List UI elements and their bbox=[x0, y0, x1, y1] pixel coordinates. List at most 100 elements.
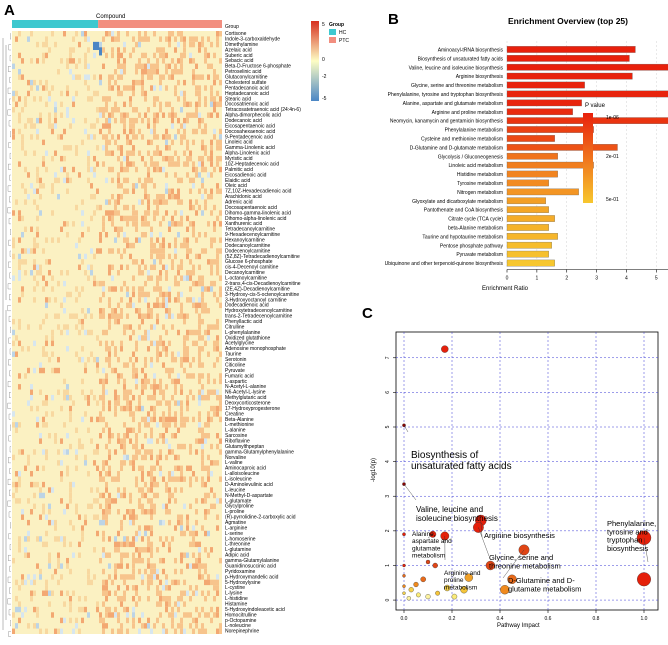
metabolite-label: L-arginine bbox=[225, 525, 247, 531]
impact-x-tick: 0.2 bbox=[449, 616, 456, 622]
metabolite-label: 2-trans,4-cis-Decadienoylcarnitine bbox=[225, 281, 301, 287]
metabolite-label: Homocitrulline bbox=[225, 612, 257, 618]
pathway-label: Pantothenate and CoA biosynthesis bbox=[424, 208, 504, 214]
impact-point bbox=[408, 587, 414, 593]
metabolite-label: trans-2-Tetradecenoylcarnitine bbox=[225, 314, 292, 320]
impact-axes: 0.0 0.2 0.4 0.6 0.8 1.0 0 1 2 3 4 5 6 7 bbox=[385, 356, 648, 622]
impact-y-tick: 2 bbox=[385, 529, 391, 532]
group-legend-swatch-hc bbox=[329, 29, 336, 35]
metabolite-label: Dimethylamine bbox=[225, 42, 258, 48]
impact-x-label: Pathway Impact bbox=[497, 623, 540, 629]
metabolite-label: Sarcosine bbox=[225, 433, 247, 439]
metabolite-label: Eicosapentaenoic acid bbox=[225, 123, 275, 129]
metabolite-label: Guanidinosuccinic acid bbox=[225, 563, 276, 569]
metabolite-label: L-octanoylcarnitine bbox=[225, 276, 267, 282]
impact-annotation: D-Glutamine and D-glutamate metabolism bbox=[508, 576, 581, 593]
metabolite-label: p-Hydroxymandelic acid bbox=[225, 574, 279, 580]
metabolite-label: Linoleic acid bbox=[225, 140, 253, 146]
impact-point bbox=[432, 562, 438, 569]
pathway-label: Pyruvate metabolism bbox=[456, 252, 503, 258]
metabolite-label: Citicoline bbox=[225, 362, 246, 368]
metabolite-label: L-lysine bbox=[225, 591, 242, 597]
impact-point bbox=[420, 576, 426, 583]
metabolite-label: Myristic acid bbox=[225, 156, 253, 162]
metabolite-label: L-serine bbox=[225, 531, 243, 537]
impact-plot-frame bbox=[395, 331, 659, 611]
metabolite-label: L-isoleucine bbox=[225, 477, 252, 483]
enrichment-bar bbox=[506, 126, 594, 133]
metabolite-label: Dodecenoylcarnitine bbox=[225, 248, 271, 254]
pathway-label: Pentose phosphate pathway bbox=[440, 243, 504, 249]
metabolite-label: 3-Hydroxyoctanoyl carnitine bbox=[225, 297, 287, 303]
metabolite-label: Beta-D-Fructose 6-phosphate bbox=[225, 64, 291, 70]
metabolite-label: Cholesterol sulfate bbox=[225, 80, 267, 86]
metabolite-label: N6-Acetyl-L-lysine bbox=[225, 390, 266, 396]
metabolite-label: Elaidic acid bbox=[225, 178, 251, 184]
metabolite-label: L-alanine bbox=[225, 428, 246, 434]
metabolite-label: L-cystine bbox=[225, 585, 245, 591]
metabolite-label: Alpha-Linolenic acid bbox=[225, 151, 270, 157]
enrichment-x-tick: 5 bbox=[655, 276, 658, 282]
enrichment-bar bbox=[506, 197, 546, 205]
impact-annotation: Valine, leucine and isoleucine biosynthes… bbox=[416, 505, 498, 523]
metabolite-label: Palmitic acid bbox=[225, 167, 253, 173]
enrichment-bar bbox=[506, 63, 668, 71]
panel-label-a: A bbox=[4, 2, 15, 19]
enrichment-bar bbox=[506, 55, 630, 62]
metabolite-label: Stearic acid bbox=[225, 96, 251, 102]
metabolite-label: Decanoylcarnitine bbox=[225, 270, 265, 276]
enrichment-bar bbox=[506, 72, 633, 80]
panel-label-c: C bbox=[362, 305, 373, 322]
impact-x-tick: 0.8 bbox=[593, 616, 600, 622]
enrichment-x-tick: 4 bbox=[625, 276, 628, 282]
impact-point bbox=[444, 584, 451, 592]
enrichment-x-tick: 1 bbox=[535, 276, 538, 282]
panel-c-pathway-impact: C 0.0 0.2 0.4 0.6 0.8 1.0 0 1 2 3 4 5 6 7 Biosynthesi… bbox=[362, 305, 659, 629]
impact-y-tick: 3 bbox=[385, 495, 391, 498]
enrichment-x-label: Enrichment Ratio bbox=[482, 286, 529, 292]
metabolite-label: 7Z,10Z-Hexadecadienoic acid bbox=[225, 189, 292, 195]
metabolite-label: Pyruvate bbox=[225, 368, 245, 374]
metabolite-label: Agmatine bbox=[225, 520, 246, 526]
group-annotation-name: Group bbox=[225, 24, 239, 30]
metabolite-label: p-Octopamine bbox=[225, 618, 257, 624]
pvalue-tick: 1e-06 bbox=[606, 115, 619, 121]
impact-point bbox=[402, 532, 406, 537]
metabolite-label: L-glutamine bbox=[225, 547, 251, 553]
pathway-label: Neomycin, kanamycin and gentamicin biosy… bbox=[390, 119, 504, 125]
impact-point bbox=[416, 592, 421, 598]
impact-y-tick: 6 bbox=[385, 391, 391, 394]
metabolite-label: Heptadecanoic acid bbox=[225, 91, 269, 97]
metabolite-label: L-methionine bbox=[225, 422, 254, 428]
enrichment-title: Enrichment Overview (top 25) bbox=[508, 16, 628, 26]
impact-x-tick: 0.0 bbox=[401, 616, 408, 622]
impact-point bbox=[425, 559, 431, 565]
metabolite-label: Acetylglycine bbox=[225, 341, 254, 347]
pvalue-legend-title: P value bbox=[585, 103, 606, 109]
pathway-label: beta-Alanine metabolism bbox=[448, 225, 503, 231]
metabolite-label: Docosatrienoic acid bbox=[225, 102, 269, 108]
metabolite-label: 5-Hydroxylysine bbox=[225, 580, 261, 586]
enrichment-x-tick: 3 bbox=[595, 276, 598, 282]
group-bar-hc bbox=[12, 20, 99, 28]
impact-annotation: Arginine and proline metabolism bbox=[444, 570, 481, 591]
metabolite-label: L-histidine bbox=[225, 596, 248, 602]
heatmap-color-scale bbox=[311, 21, 319, 101]
metabolite-label: Hexanoylcarnitine bbox=[225, 238, 265, 244]
metabolite-label: Citrulline bbox=[225, 324, 245, 330]
enrichment-bar bbox=[506, 188, 579, 196]
pathway-label: D-Glutamine and D-glutamate metabolism bbox=[410, 145, 503, 151]
metabolite-label: Azelaic acid bbox=[225, 47, 252, 53]
metabolite-label: Serotonin bbox=[225, 357, 247, 363]
enrichment-bar bbox=[506, 259, 555, 267]
impact-annotation: Alanine, aspartate and glutamate metabolism bbox=[412, 531, 452, 560]
pathway-labels: Aminoacyl-tRNA biosynthesis Biosynthesis … bbox=[385, 47, 504, 267]
metabolite-label: cis-4-Decenoyl carnitine bbox=[225, 265, 279, 271]
metabolite-label: Dodecadienoic acid bbox=[225, 303, 269, 309]
metabolite-label: Norvaline bbox=[225, 455, 246, 461]
heatmap-legend: 5 0 -2 -5 Group HC PTC bbox=[311, 21, 349, 102]
pvalue-tick: 5e-01 bbox=[606, 197, 619, 203]
metabolite-label: 17-Hydroxyprogesterone bbox=[225, 406, 280, 412]
impact-point bbox=[507, 574, 517, 584]
